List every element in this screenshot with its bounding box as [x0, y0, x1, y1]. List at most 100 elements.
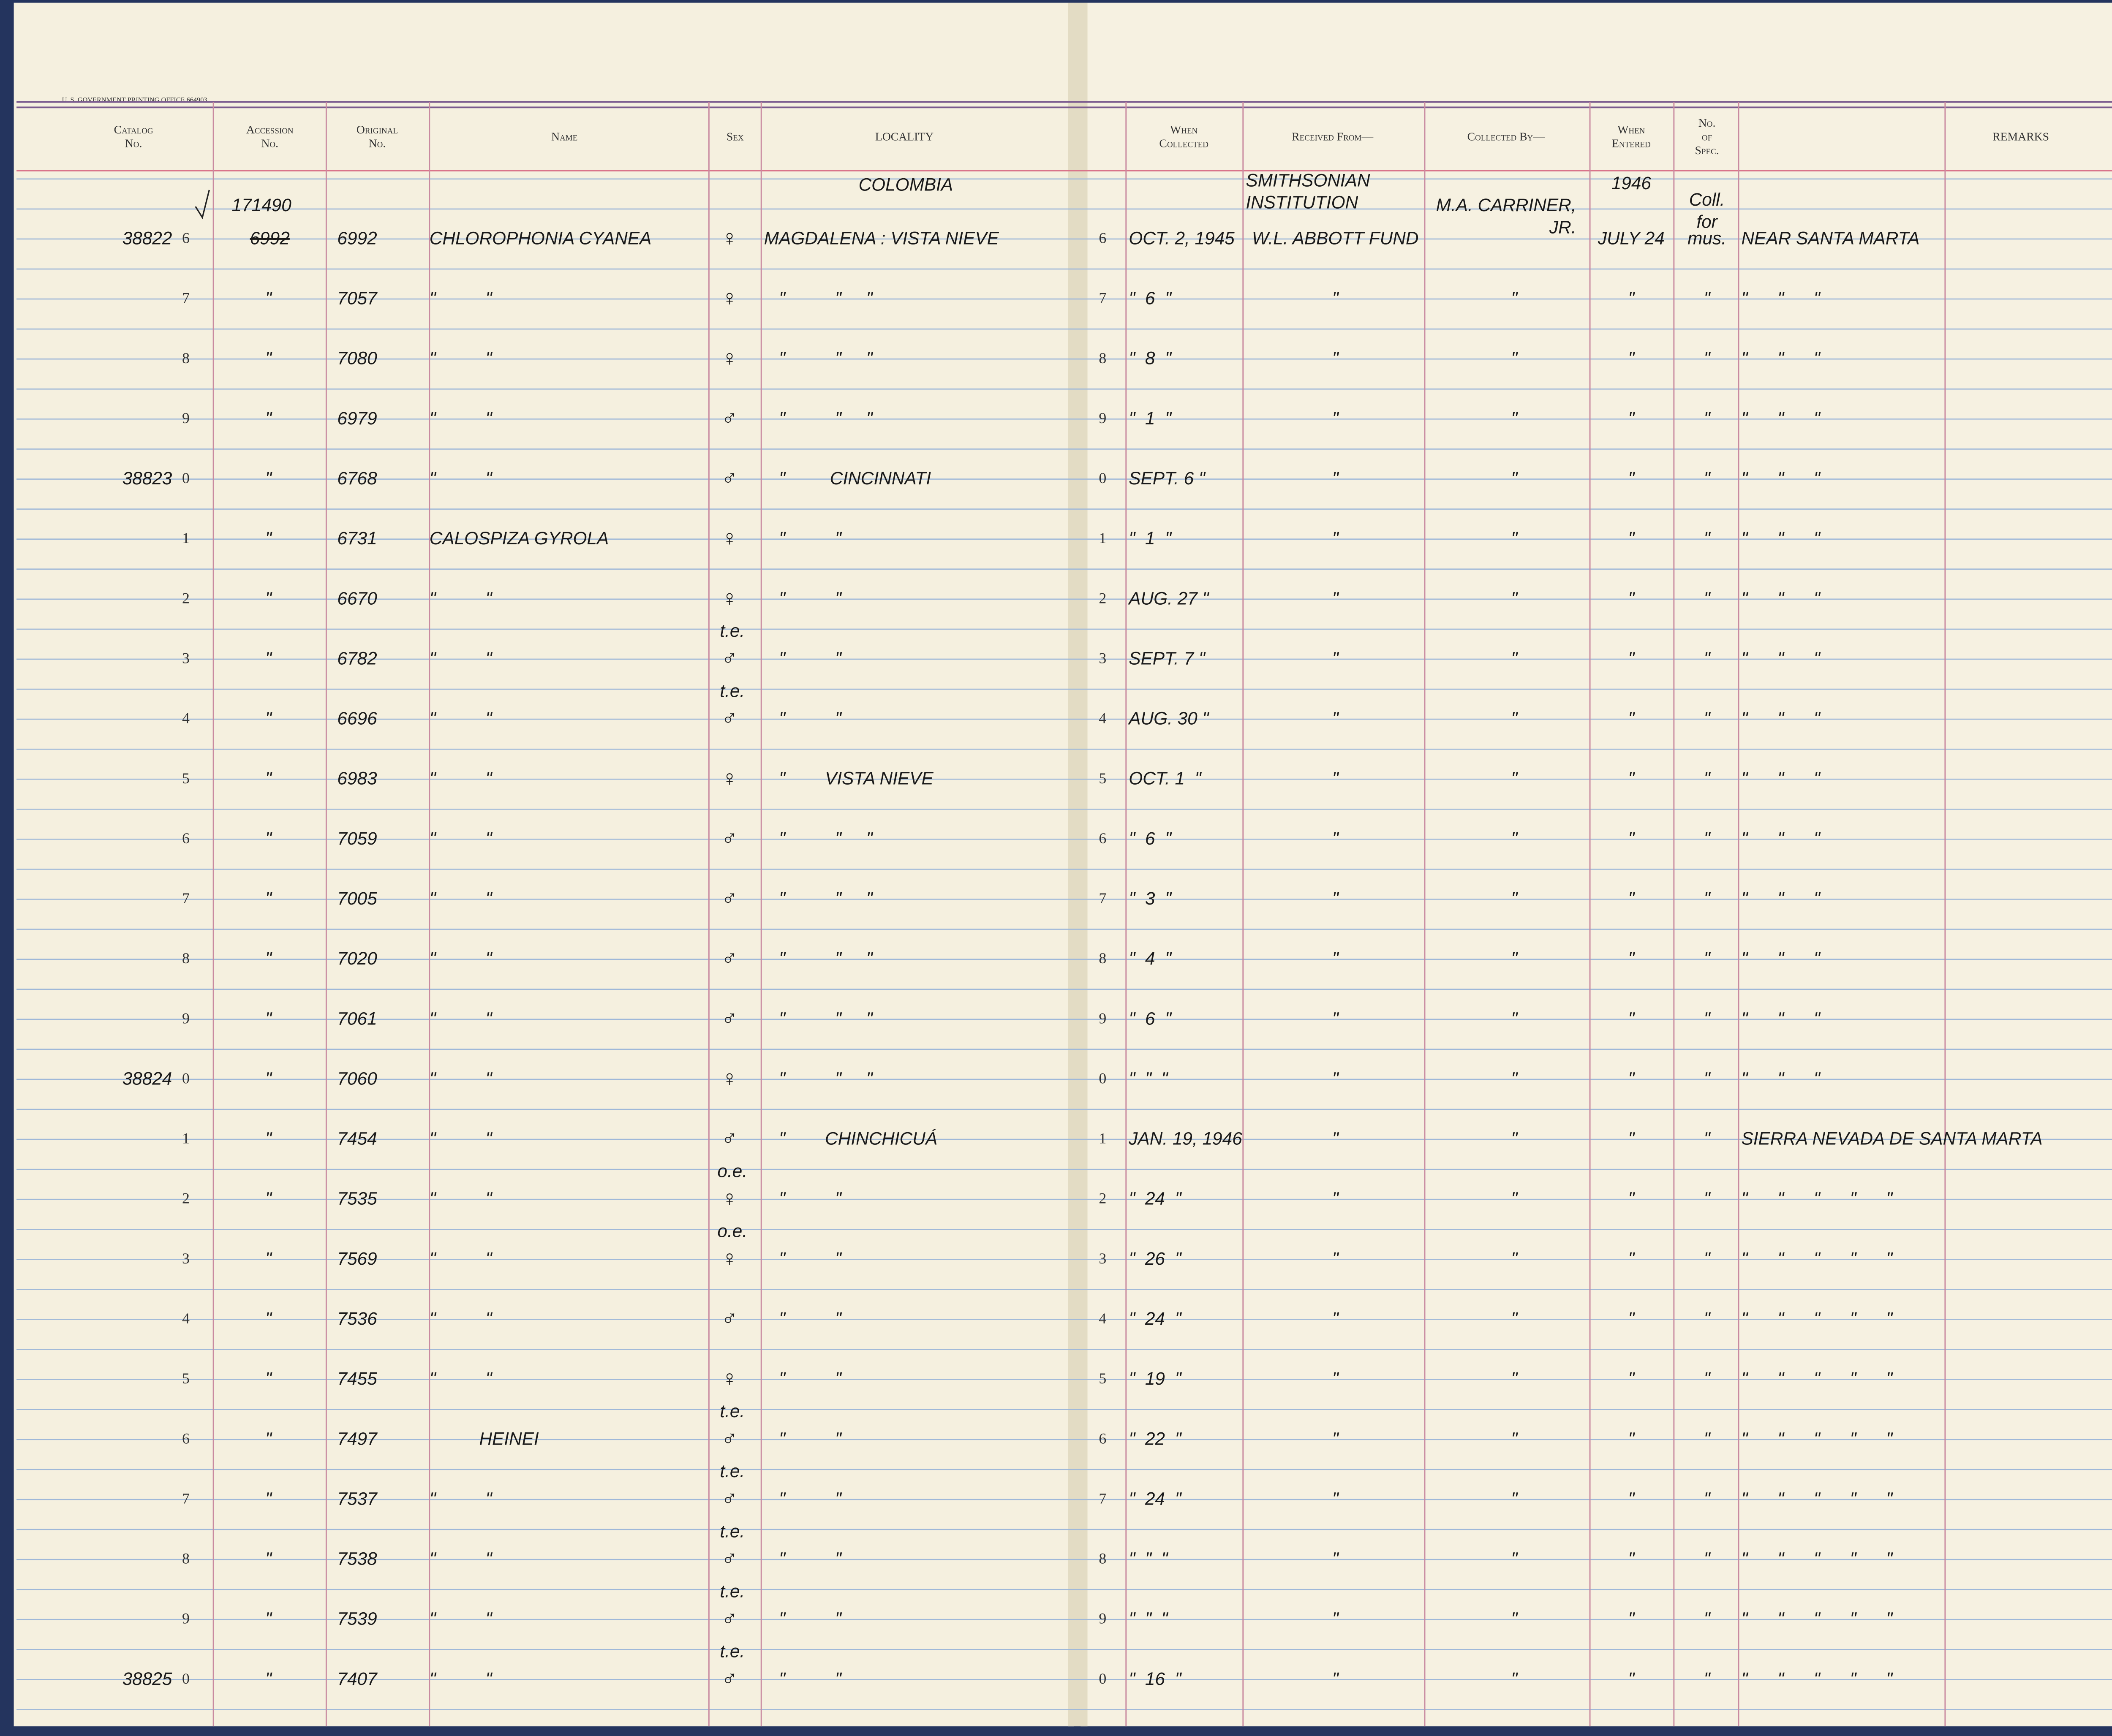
name: " " — [430, 1549, 493, 1569]
digit2: 4 — [1099, 710, 1106, 727]
locality: " " " — [764, 1068, 874, 1088]
sex-note: o.e. — [717, 1221, 747, 1241]
digit2: 0 — [1099, 1070, 1106, 1087]
column-header: Collected — [1159, 137, 1208, 150]
name: " " — [430, 1309, 493, 1328]
accession: " — [265, 1669, 272, 1689]
digit: 7 — [182, 890, 190, 907]
accession: " — [265, 1068, 272, 1088]
original: 6731 — [337, 528, 377, 548]
received: " — [1332, 408, 1339, 428]
spec: " — [1704, 648, 1711, 668]
spec: " — [1704, 1549, 1711, 1569]
digit2: 5 — [1099, 770, 1106, 787]
collected: " 22 " — [1129, 1429, 1182, 1448]
collector: " — [1511, 829, 1518, 848]
accession: " — [265, 408, 272, 428]
collector: " — [1511, 1489, 1518, 1508]
sex: ♀ — [721, 1066, 738, 1091]
spec: " — [1704, 1609, 1711, 1629]
column-header: Entered — [1612, 137, 1651, 150]
collector: " — [1511, 648, 1518, 668]
sex: ♂ — [721, 1666, 738, 1691]
original: 7061 — [337, 1008, 377, 1028]
sex: ♀ — [721, 346, 738, 370]
column-header: Received From— — [1292, 130, 1373, 143]
received: " — [1332, 1008, 1339, 1028]
collector: " — [1511, 588, 1518, 608]
name: " " — [430, 769, 493, 788]
digit: 3 — [182, 1250, 190, 1267]
digit2: 4 — [1099, 1310, 1106, 1327]
spec: " — [1704, 1189, 1711, 1209]
remarks: " " " " " — [1742, 1249, 1894, 1269]
locality: " " — [764, 1489, 842, 1508]
sex: ♂ — [721, 706, 738, 731]
entered: " — [1628, 348, 1635, 368]
digit: 2 — [182, 1190, 190, 1207]
accession: " — [265, 769, 272, 788]
column-header: Accession — [246, 123, 294, 136]
digit2: 9 — [1099, 1010, 1106, 1027]
digit: 8 — [182, 950, 190, 967]
locality: " " " — [764, 888, 874, 908]
locality: " CHINCHICUÁ — [764, 1129, 937, 1149]
digit: 1 — [182, 1130, 190, 1147]
collected: " 6 " — [1129, 829, 1172, 848]
spec: " — [1704, 1068, 1711, 1088]
sex: ♂ — [721, 1307, 738, 1331]
collected: " 6 " — [1129, 288, 1172, 308]
collector: " — [1511, 948, 1518, 968]
collected: OCT. 2, 1945 — [1129, 228, 1235, 248]
received: " — [1332, 1189, 1339, 1209]
column-header: When — [1170, 123, 1198, 136]
accession: " — [265, 528, 272, 548]
digit2: 2 — [1099, 590, 1106, 606]
spec: " — [1704, 1129, 1711, 1149]
digit2: 9 — [1099, 1610, 1106, 1627]
accession: " — [265, 1369, 272, 1388]
sex-note: t.e. — [720, 1521, 745, 1541]
name: " " — [430, 888, 493, 908]
spec: " — [1704, 1369, 1711, 1388]
accession: " — [265, 709, 272, 728]
collected: AUG. 27 " — [1127, 588, 1209, 608]
accession: " — [265, 1429, 272, 1448]
accession: " — [265, 288, 272, 308]
collector: " — [1511, 1309, 1518, 1328]
name: " " — [430, 348, 493, 368]
entered: " — [1628, 408, 1635, 428]
digit: 6 — [182, 229, 190, 246]
digit2: 8 — [1099, 950, 1106, 967]
column-header: REMARKS — [1992, 130, 2049, 143]
digit: 9 — [182, 1610, 190, 1627]
digit2: 2 — [1099, 1190, 1106, 1207]
original: 7057 — [337, 288, 378, 308]
locality: " " — [764, 1309, 842, 1328]
collector: " — [1511, 468, 1518, 488]
remarks: " " " " " — [1742, 1609, 1894, 1629]
column-header: Spec. — [1695, 144, 1719, 157]
digit: 8 — [182, 1550, 190, 1567]
spec: " — [1704, 1669, 1711, 1689]
digit: 6 — [182, 1430, 190, 1447]
remarks: " " " " " — [1742, 1309, 1894, 1328]
original: 6670 — [337, 588, 377, 608]
digit2: 6 — [1099, 830, 1106, 847]
entered: " — [1628, 1609, 1635, 1629]
collected: " " " — [1129, 1549, 1168, 1569]
accession: " — [265, 888, 272, 908]
spec: " — [1704, 888, 1711, 908]
entered: " — [1628, 1309, 1635, 1328]
entered: " — [1628, 1669, 1635, 1689]
spec: " — [1704, 468, 1711, 488]
name: " " — [430, 588, 493, 608]
received: " — [1332, 648, 1339, 668]
sex: ♀ — [721, 1186, 738, 1211]
name: " " — [430, 948, 493, 968]
locality: " VISTA NIEVE — [764, 769, 934, 788]
digit2: 6 — [1099, 1430, 1106, 1447]
name: " " — [430, 1129, 493, 1149]
entered: JULY 24 — [1598, 228, 1665, 248]
